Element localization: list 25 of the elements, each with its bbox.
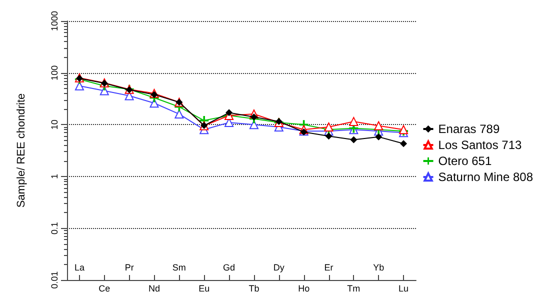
x-tick-label: Yb [373,262,384,272]
x-tick-label: Ce [98,284,110,294]
x-tick-label: Pr [124,262,134,272]
legend-label: Saturno Mine 808 [438,170,534,184]
x-tick-label: Dy [273,262,285,272]
x-tick-label: Gd [223,262,236,272]
x-tick-label: Tm [347,284,360,294]
x-tick-label: Ho [298,284,310,294]
x-tick-label: Tb [248,284,260,294]
y-tick-label: 100 [50,65,60,80]
y-tick-label: 10 [50,120,60,130]
legend-label: Otero 651 [438,154,492,168]
y-tick-label: 0.1 [50,222,60,234]
x-tick-label: Eu [198,284,210,294]
legend-label: Los Santos 713 [438,138,522,152]
y-tick-label: 1 [50,174,60,179]
x-tick-label: Lu [398,284,409,294]
x-tick-label: Er [324,262,334,272]
x-tick-label: Nd [148,284,160,294]
legend-label: Enaras 789 [438,122,500,136]
x-tick-label: Sm [172,262,186,272]
y-axis-title: Sample/ REE chondrite [16,93,28,208]
y-tick-label: 1000 [50,10,60,32]
x-tick-label: La [74,262,84,272]
y-tick-label: 0.01 [50,271,60,289]
